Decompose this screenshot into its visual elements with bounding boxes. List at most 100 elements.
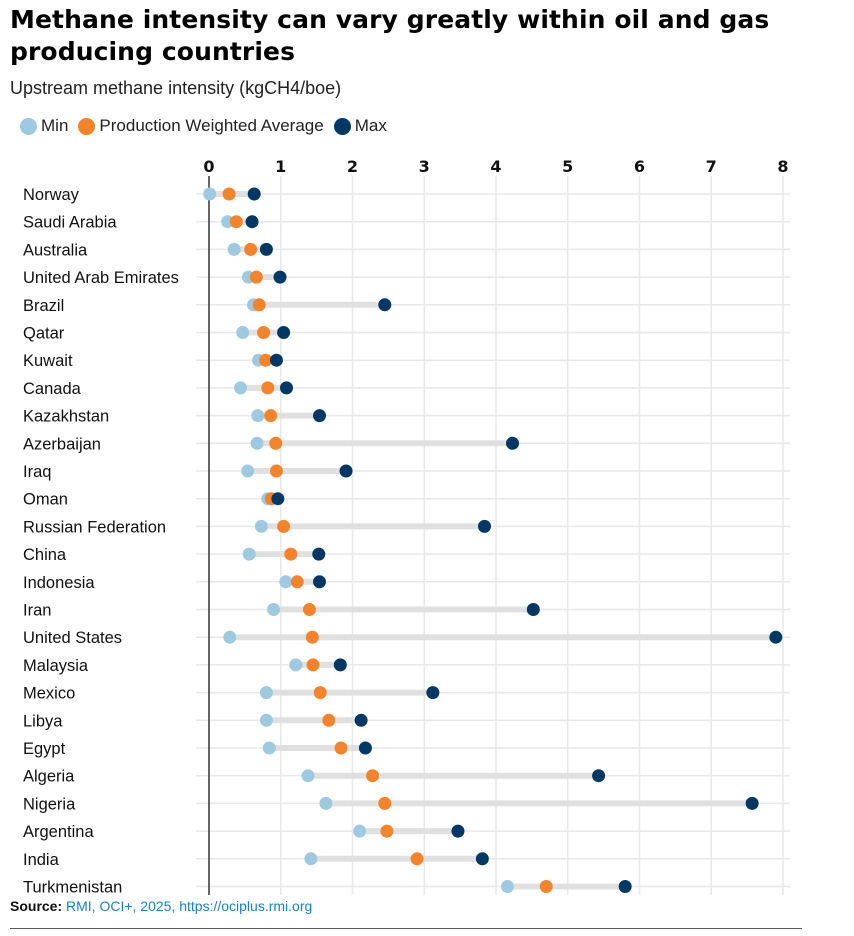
legend-marker-min [20,117,37,135]
x-tick-label: 0 [203,157,214,176]
dumbbell-chart: 0 1 2 3 4 5 6 7 8 Norway Saudi Arabia Australia Unit… [23,157,790,896]
legend-label-average: Production Weighted Average [99,116,324,135]
max-point [312,547,326,561]
x-tick-label: 7 [706,157,717,176]
average-point [302,603,316,616]
y-category-label: Oman [23,491,68,509]
min-point [259,713,273,727]
y-category-label: United States [23,629,122,647]
chart-subtitle: Upstream methane intensity (kgCH4/boe) [10,78,342,98]
max-point [271,492,285,506]
chart-title: Methane intensity can vary greatly withi… [10,5,770,66]
max-point [378,298,392,312]
max-point [273,270,287,284]
average-point [539,880,553,893]
average-point [269,436,283,450]
max-point [279,381,293,395]
max-point [333,658,347,672]
x-tick-label: 1 [275,157,286,176]
legend-item-max: Max [333,116,387,136]
min-point [353,824,367,838]
min-point [267,603,281,616]
y-category-label: Mexico [23,685,75,703]
average-point [290,575,304,589]
average-point [410,852,424,866]
y-category-label: China [23,546,67,564]
legend-item-average: Production Weighted Average [78,116,324,136]
average-point [306,658,320,672]
y-category-label: Kuwait [23,352,73,370]
y-category-label: Qatar [23,325,65,343]
y-category-label: Malaysia [23,657,89,675]
max-point [426,686,440,700]
min-point [319,796,333,810]
min-point [250,436,264,450]
max-point [478,519,492,533]
min-point [223,630,237,644]
min-point [304,852,318,866]
min-point [227,242,241,256]
legend-item-min: Min [20,116,68,136]
average-point [277,519,291,533]
max-point [592,769,606,783]
max-point [247,187,261,201]
max-point [451,824,465,838]
max-point [277,326,291,339]
y-category-label: Egypt [23,740,66,758]
y-category-label: India [23,851,60,869]
legend-marker-average [78,117,96,135]
y-category-label: United Arab Emirates [23,269,179,287]
legend-marker-max [333,117,351,135]
y-category-label: Norway [23,186,80,204]
min-point [254,519,268,533]
average-point [244,242,258,256]
average-point [378,796,392,810]
y-category-label: Brazil [23,297,64,315]
y-category-label: Nigeria [23,795,76,813]
min-point [203,187,217,201]
min-point [241,464,255,478]
average-point [259,353,273,367]
max-point [312,575,326,589]
y-category-label: Argentina [23,823,94,841]
min-point [234,381,248,395]
source-label: Source: [10,898,63,914]
max-point [259,242,273,256]
average-point [334,741,348,755]
x-tick-label: 6 [634,157,645,176]
average-point [249,270,263,284]
average-point [261,381,275,395]
y-category-label: Saudi Arabia [23,214,117,232]
min-point [289,658,303,672]
x-tick-label: 2 [347,157,358,176]
min-point [242,547,256,561]
min-point [500,880,514,893]
y-category-label: Indonesia [23,574,95,592]
max-point [245,215,259,229]
min-point [259,686,273,700]
y-category-label: Canada [23,380,82,398]
min-point [301,769,315,783]
x-tick-label: 8 [777,157,788,176]
max-point [745,796,759,810]
y-category-label: Turkmenistan [23,879,122,896]
average-point [229,215,243,229]
max-point [269,353,283,367]
source-link[interactable]: RMI, OCI+, 2025, https://ociplus.rmi.org [66,898,313,914]
max-point [312,409,326,423]
y-category-label: Australia [23,241,88,259]
y-category-label: Kazakhstan [23,408,109,426]
max-point [339,464,353,478]
x-tick-label: 4 [490,157,501,176]
average-point [380,824,394,838]
legend-label-max: Max [354,116,387,135]
y-category-label: Azerbaijan [23,435,101,453]
y-category-label: Libya [23,712,63,730]
y-category-label: Iraq [23,463,51,481]
min-point [251,409,265,423]
average-point [284,547,298,561]
average-point [252,298,266,312]
average-point [264,409,278,423]
footer-rule [10,928,802,929]
max-point [354,713,368,727]
